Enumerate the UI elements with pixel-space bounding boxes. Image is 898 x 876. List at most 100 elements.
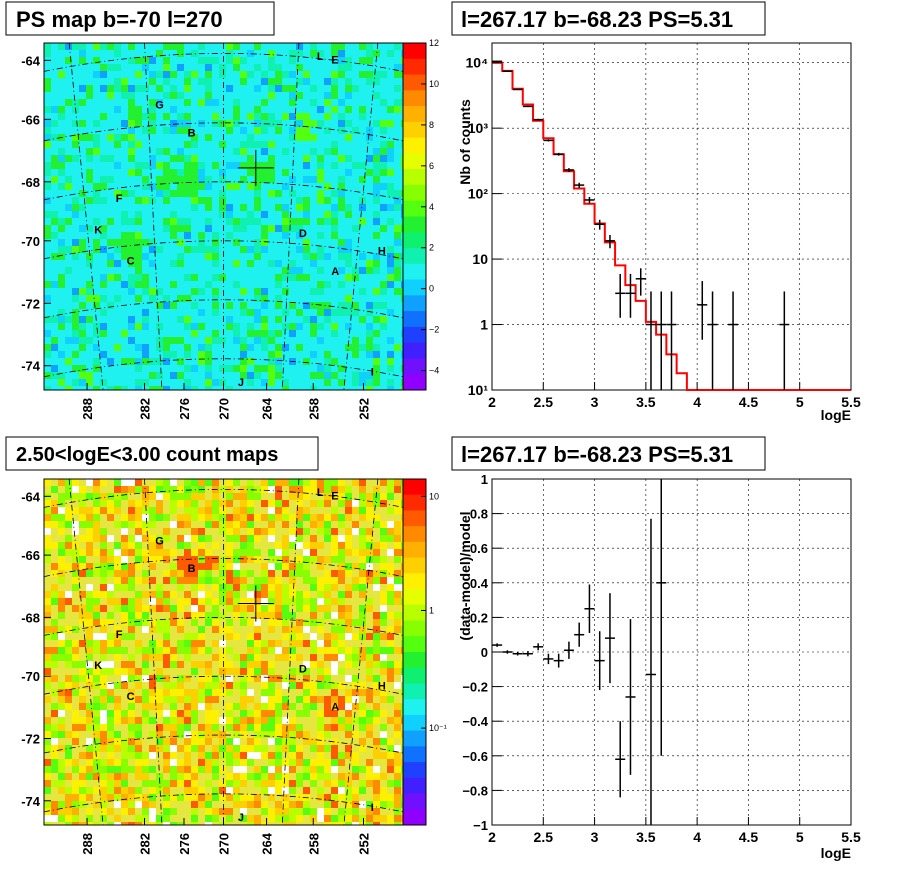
heat-cell [219, 141, 226, 148]
heat-cell [72, 330, 79, 337]
heat-cell [275, 344, 282, 351]
heat-cell [107, 661, 114, 668]
heat-cell [219, 514, 226, 521]
heat-cell [58, 486, 65, 493]
heat-cell [387, 479, 394, 486]
heat-cell [156, 218, 163, 225]
heat-cell [331, 106, 338, 113]
x-tick-label: 4.5 [739, 394, 759, 410]
heat-cell [72, 773, 79, 780]
heat-cell [198, 64, 205, 71]
heat-cell [233, 71, 240, 78]
y-tick-label: -64 [21, 53, 41, 68]
heat-cell [51, 50, 58, 57]
heat-cell [338, 99, 345, 106]
heat-cell [366, 239, 373, 246]
colorbar-tick-label: −4 [429, 366, 439, 376]
heat-cell [219, 120, 226, 127]
heat-cell [275, 253, 282, 260]
heat-cell [387, 598, 394, 605]
heat-cell [212, 479, 219, 486]
heat-cell [177, 316, 184, 323]
heat-cell [317, 78, 324, 85]
heat-cell [205, 633, 212, 640]
heat-cell [93, 85, 100, 92]
heat-cell [170, 78, 177, 85]
heat-cell [317, 500, 324, 507]
heat-cell [345, 563, 352, 570]
heat-cell [163, 386, 170, 390]
heat-cell [373, 330, 380, 337]
heat-cell [380, 260, 387, 267]
heat-cell [394, 528, 401, 535]
heat-cell [191, 99, 198, 106]
heat-cell [93, 619, 100, 626]
heat-cell [72, 605, 79, 612]
heat-cell [296, 155, 303, 162]
heat-cell [114, 717, 121, 724]
heat-cell [212, 738, 219, 745]
heat-cell [324, 535, 331, 542]
heat-cell [373, 99, 380, 106]
heat-cell [156, 717, 163, 724]
heat-cell [317, 211, 324, 218]
heat-cell [107, 141, 114, 148]
source-label: E [331, 54, 338, 66]
heat-cell [72, 183, 79, 190]
heat-cell [282, 281, 289, 288]
heat-cell [170, 281, 177, 288]
heat-cell [149, 71, 156, 78]
heat-cell [184, 260, 191, 267]
heat-cell [86, 724, 93, 731]
heat-cell [338, 50, 345, 57]
heat-cell [58, 605, 65, 612]
heat-cell [226, 127, 233, 134]
heat-cell [156, 640, 163, 647]
heat-cell [324, 106, 331, 113]
heat-cell [289, 71, 296, 78]
heat-cell [338, 570, 345, 577]
heat-cell [44, 626, 51, 633]
heat-cell [373, 500, 380, 507]
heat-cell [142, 295, 149, 302]
heat-cell [219, 668, 226, 675]
heat-cell [226, 134, 233, 141]
heat-cell [240, 528, 247, 535]
y-tick-label: 10¹ [468, 382, 489, 398]
heat-cell [275, 717, 282, 724]
heat-cell [219, 556, 226, 563]
heat-cell [107, 64, 114, 71]
heat-cell [338, 162, 345, 169]
heat-cell [65, 486, 72, 493]
heat-cell [142, 584, 149, 591]
heat-cell [268, 759, 275, 766]
heat-cell [128, 514, 135, 521]
heat-cell [79, 232, 86, 239]
heat-cell [135, 337, 142, 344]
heat-cell [163, 141, 170, 148]
heat-cell [170, 309, 177, 316]
heat-cell [331, 640, 338, 647]
heat-cell [65, 197, 72, 204]
heat-cell [198, 43, 205, 50]
heat-cell [387, 514, 394, 521]
heat-cell [289, 570, 296, 577]
heat-cell [268, 183, 275, 190]
colorbar-swatch [403, 106, 426, 122]
heat-cell [296, 528, 303, 535]
heat-cell [359, 330, 366, 337]
heat-cell [219, 696, 226, 703]
heat-cell [198, 759, 205, 766]
heat-cell [338, 148, 345, 155]
heat-cell [212, 253, 219, 260]
heat-cell [324, 162, 331, 169]
heat-cell [261, 169, 268, 176]
heat-cell [114, 106, 121, 113]
heat-cell [128, 309, 135, 316]
heat-cell [317, 612, 324, 619]
heat-cell [352, 696, 359, 703]
heat-cell [198, 556, 205, 563]
heat-cell [205, 295, 212, 302]
heat-cell [51, 612, 58, 619]
heat-cell [324, 605, 331, 612]
